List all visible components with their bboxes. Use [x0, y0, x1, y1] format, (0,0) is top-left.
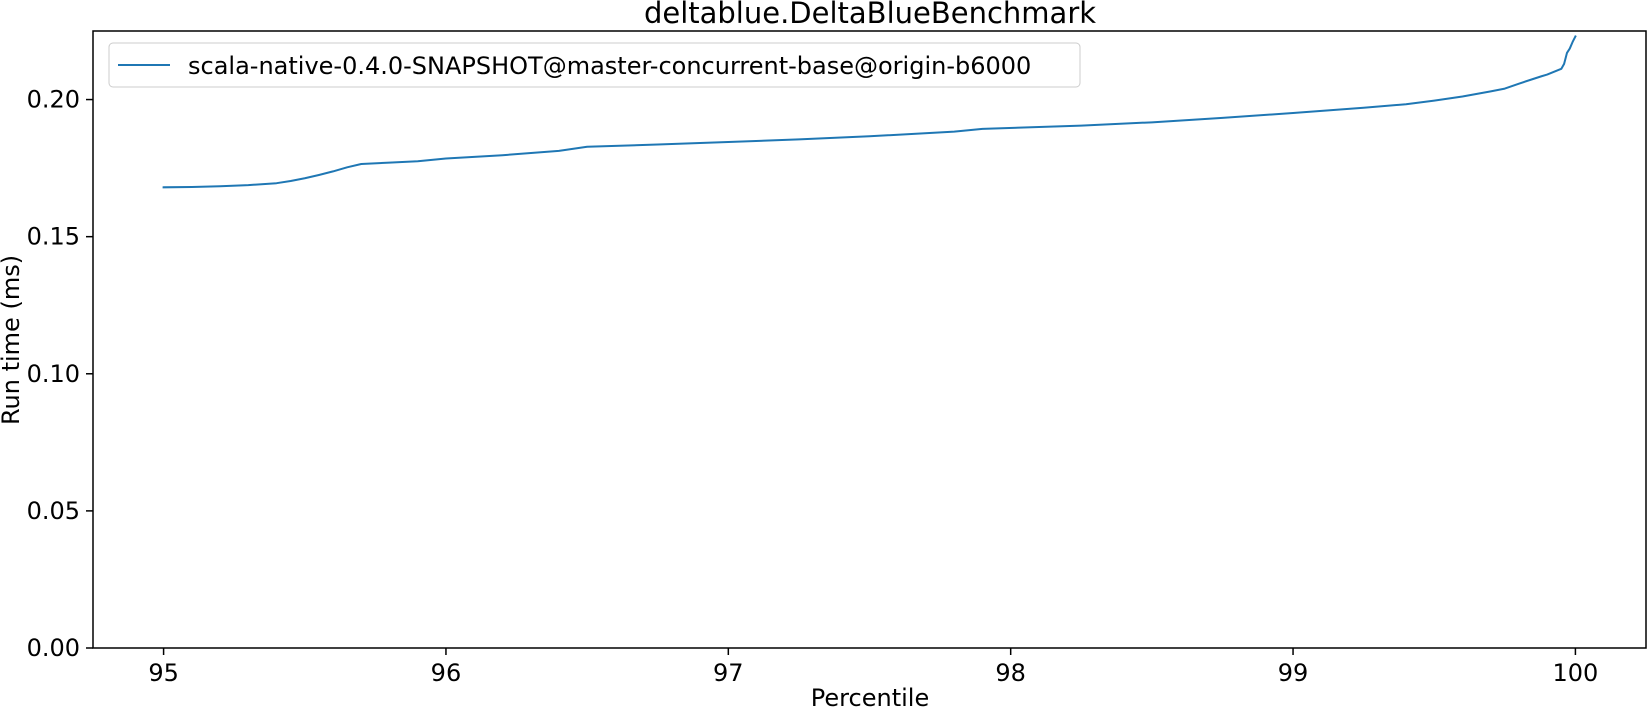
x-tick-label: 97: [713, 659, 744, 687]
x-tick-label: 99: [1278, 659, 1309, 687]
x-tick-label: 100: [1553, 659, 1599, 687]
x-tick-label: 96: [431, 659, 462, 687]
x-tick-label: 98: [995, 659, 1026, 687]
y-tick-label: 0.05: [27, 497, 80, 525]
series-line: [162, 35, 1577, 189]
axes-ticks: 95 96 97 98 99 100 0.00 0.05 0.10 0.15 0.20: [27, 86, 1599, 687]
chart-title-group: deltablue.DeltaBlueBenchmark: [644, 0, 1096, 30]
legend[interactable]: scala-native-0.4.0-SNAPSHOT@master-concu…: [108, 42, 1081, 88]
x-tick-label: 95: [148, 659, 179, 687]
x-axis-title: Percentile: [811, 684, 929, 710]
y-tick-label: 0.10: [27, 360, 80, 388]
legend-box: [108, 42, 1081, 88]
y-axis-title: Run time (ms): [0, 255, 25, 425]
legend-label: scala-native-0.4.0-SNAPSHOT@master-concu…: [188, 52, 1031, 80]
plot-frame: [92, 30, 1647, 649]
y-tick-label: 0.00: [27, 634, 80, 662]
y-tick-label: 0.20: [27, 86, 80, 114]
series-layer: [162, 35, 1577, 189]
y-tick-label: 0.15: [27, 223, 80, 251]
chart-title: deltablue.DeltaBlueBenchmark: [644, 0, 1096, 30]
